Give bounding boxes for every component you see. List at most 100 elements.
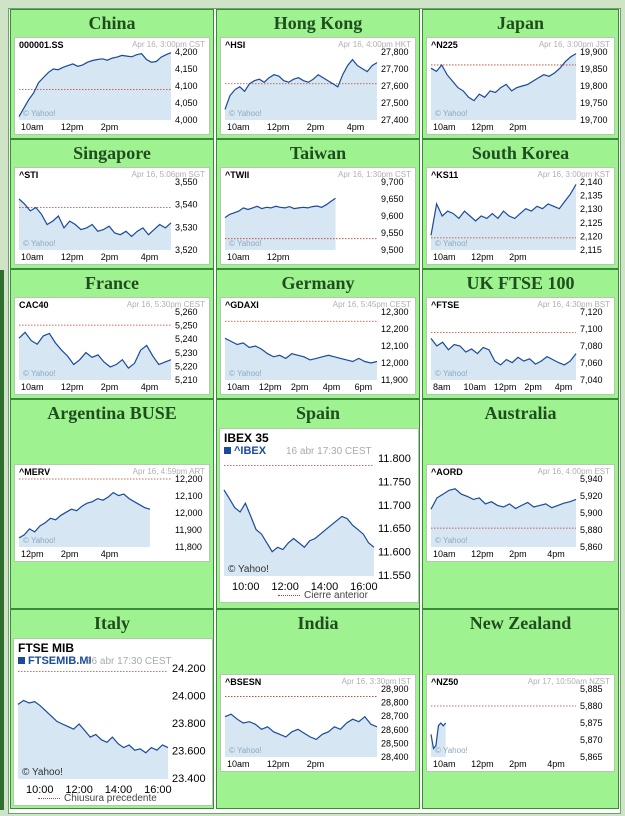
series-line xyxy=(224,713,378,741)
market-title[interactable]: China xyxy=(88,13,136,33)
market-title[interactable]: Italy xyxy=(94,613,130,633)
market-title[interactable]: Spain xyxy=(295,403,341,423)
x-tick-label: 14:00 xyxy=(105,784,133,796)
y-tick-label: 23.600 xyxy=(172,746,206,758)
chart-argentina[interactable]: ^MERV Apr 16, 4:59pm ART 12,200 12,100 12,00… xyxy=(14,464,210,562)
yahoo-watermark: © Yahoo! xyxy=(23,239,56,248)
series-area xyxy=(19,492,150,547)
y-tick-label: 5,260 xyxy=(175,307,198,317)
y-tick-label: 5,240 xyxy=(175,334,198,344)
chart-svg: 5,260 5,250 5,240 5,230 5,220 5,210 10am 12pm 2p… xyxy=(18,307,198,392)
y-tick-label: 11.800 xyxy=(378,453,411,465)
market-cell-hongkong: Hong Kong ^HSI Apr 16, 4:00pm HKT 27,800 27,… xyxy=(216,9,420,139)
yahoo-watermark: © Yahoo! xyxy=(229,369,262,378)
chart-timestamp: Apr 16, 3:30pm IST xyxy=(341,677,411,686)
chart-svg: 19,900 19,850 19,800 19,750 19,700 10am 12pm 2p… xyxy=(430,47,608,132)
prev-close-legend: Cierre anterior xyxy=(278,590,368,601)
yahoo-watermark: © Yahoo! xyxy=(23,109,56,118)
y-tick-label: 9,500 xyxy=(381,245,404,255)
y-tick-label: 12,000 xyxy=(381,358,409,368)
series-line xyxy=(224,337,378,364)
chart-svg: 27,800 27,700 27,600 27,500 27,400 10am 12pm 2p… xyxy=(224,47,409,132)
market-title[interactable]: UK FTSE 100 xyxy=(466,273,575,293)
y-tick-label: 5,220 xyxy=(175,361,198,371)
chart-australia[interactable]: ^AORD Apr 16, 4:00pm EST 5,940 5,920 5,900 5,… xyxy=(426,464,615,562)
x-tick-label: 10am xyxy=(227,252,250,262)
chart-symbol: ^BSESN xyxy=(225,677,262,687)
series-line xyxy=(430,338,577,366)
x-tick-label: 12pm xyxy=(267,122,290,132)
chart-timestamp: Apr 16, 4:00pm EST xyxy=(537,467,610,476)
y-tick-label: 7,120 xyxy=(580,307,603,317)
market-title[interactable]: Hong Kong xyxy=(273,13,363,33)
x-tick-label: 2pm xyxy=(61,549,79,559)
chart-taiwan[interactable]: ^TWII Apr 16, 1:30pm CST 9,700 9,650 9,600 9,… xyxy=(220,167,416,265)
x-tick-label: 12pm xyxy=(494,382,517,392)
chart-japan[interactable]: ^N225 Apr 16, 3:00pm JST 19,900 19,850 19,80… xyxy=(426,37,615,135)
legend-label: Chiusura precedente xyxy=(64,793,157,804)
chart-symbol: ^NZ50 xyxy=(431,677,459,687)
x-tick-label: 10am xyxy=(21,122,44,132)
x-tick-label: 12pm xyxy=(61,122,84,132)
legend-label: Cierre anterior xyxy=(304,590,368,601)
chart-ukftse[interactable]: ^FTSE Apr 16, 4:30pm BST 7,120 7,100 7,080 7,… xyxy=(426,297,615,395)
x-tick-label: 2pm xyxy=(101,122,119,132)
y-tick-label: 5,230 xyxy=(175,348,198,358)
y-tick-label: 11,900 xyxy=(175,525,202,535)
y-tick-label: 5,885 xyxy=(580,684,603,694)
series-line xyxy=(224,58,378,110)
x-tick-label: 2pm xyxy=(509,759,527,769)
chart-china[interactable]: 000001.SS Apr 16, 3:00pm CST 4,200 4,150 4,1… xyxy=(14,37,210,135)
chart-southkorea[interactable]: ^KS11 Apr 16, 3:00pm KST 2,140 2,135 2,130 2,… xyxy=(426,167,615,265)
chart-timestamp: Apr 16, 3:00pm CST xyxy=(132,40,205,49)
chart-symbol: ^MERV xyxy=(19,467,51,477)
series-area xyxy=(431,53,576,120)
x-tick-label: 8am xyxy=(433,382,451,392)
chart-singapore[interactable]: ^STI Apr 16, 5:06pm SGT 3,550 3,540 3,530 3,5… xyxy=(14,167,210,265)
x-tick-label: 12:00 xyxy=(271,581,299,593)
market-cell-ukftse: UK FTSE 100 ^FTSE Apr 16, 4:30pm BST 7,120 7… xyxy=(422,269,619,399)
market-cell-china: China 000001.SS Apr 16, 3:00pm CST 4,200 4,1… xyxy=(10,9,214,139)
x-tick-label: 10am xyxy=(433,549,456,559)
series-area xyxy=(225,59,377,120)
chart-timestamp: Apr 16, 3:00pm KST xyxy=(537,170,610,179)
y-tick-label: 11.700 xyxy=(378,500,411,512)
x-tick-label: 10am xyxy=(463,382,486,392)
chart-italy[interactable]: FTSE MIB FTSEMIB.MI 16 abr 17:30 CEST Chius… xyxy=(13,638,213,806)
y-tick-label: 2,135 xyxy=(580,191,603,201)
x-tick-label: 10am xyxy=(433,759,456,769)
y-tick-label: 11.650 xyxy=(378,523,411,535)
chart-title: IBEX 35 xyxy=(224,431,269,445)
market-title[interactable]: India xyxy=(297,613,339,633)
y-tick-label: 27,600 xyxy=(381,81,409,91)
y-tick-label: 5,250 xyxy=(175,321,198,331)
chart-newzealand[interactable]: ^NZ50 Apr 17, 10:50am NZST 5,885 5,880 5,875… xyxy=(426,674,615,772)
x-tick-label: 4pm xyxy=(101,549,119,559)
chart-france[interactable]: CAC40 Apr 16, 5:30pm CEST 5,260 5,250 5,240 5… xyxy=(14,297,210,395)
chart-symbol: ^HSI xyxy=(225,40,246,50)
chart-hongkong[interactable]: ^HSI Apr 16, 4:00pm HKT 27,800 27,700 27,600… xyxy=(220,37,416,135)
y-tick-label: 23.800 xyxy=(172,718,206,730)
chart-symbol: FTSEMIB.MI xyxy=(18,655,92,667)
x-tick-label: 2pm xyxy=(307,759,325,769)
market-title[interactable]: Japan xyxy=(496,13,545,33)
market-title[interactable]: New Zealand xyxy=(469,613,572,633)
y-tick-label: 3,520 xyxy=(175,245,198,255)
chart-spain[interactable]: IBEX 35 ^IBEX 16 abr 17:30 CEST Cierre ante… xyxy=(219,428,419,603)
chart-india[interactable]: ^BSESN Apr 16, 3:30pm IST 28,900 28,800 28,7… xyxy=(220,674,416,772)
market-title[interactable]: Australia xyxy=(484,403,557,423)
market-title[interactable]: Germany xyxy=(281,273,355,293)
market-title[interactable]: France xyxy=(85,273,139,293)
y-tick-label: 3,550 xyxy=(175,177,198,187)
x-tick-label: 10am xyxy=(21,252,44,262)
chart-germany[interactable]: ^GDAXI Apr 16, 5:45pm CEST 12,300 12,200 12,… xyxy=(220,297,416,395)
market-title[interactable]: Argentina BUSE xyxy=(47,403,177,423)
market-title[interactable]: South Korea xyxy=(471,143,570,163)
market-title[interactable]: Singapore xyxy=(73,143,151,163)
y-tick-label: 11.750 xyxy=(378,476,411,488)
chart-svg: 12,300 12,200 12,100 12,000 11,900 10am 12pm 2p… xyxy=(224,307,409,392)
series-line xyxy=(18,52,172,117)
y-tick-label: 9,600 xyxy=(381,211,404,221)
market-title[interactable]: Taiwan xyxy=(289,143,347,163)
series-area xyxy=(19,199,171,250)
